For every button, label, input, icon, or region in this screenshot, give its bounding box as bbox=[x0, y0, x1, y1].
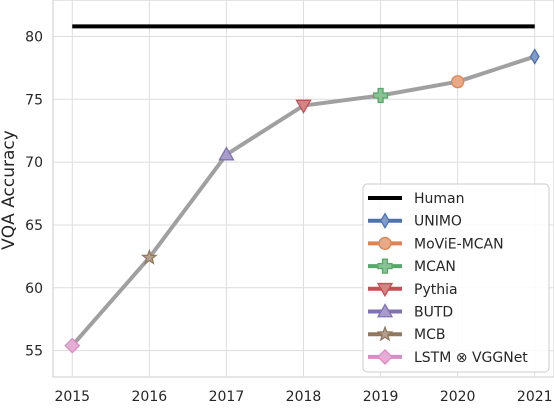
model-point-pythia bbox=[295, 99, 312, 114]
legend-swatch-marker bbox=[380, 212, 390, 229]
legend-swatch-marker bbox=[376, 282, 394, 298]
legend-swatch-marker bbox=[377, 348, 393, 365]
y-tick-label: 75 bbox=[25, 92, 43, 108]
x-tick-label: 2018 bbox=[286, 389, 322, 404]
legend-label: MCAN bbox=[414, 259, 456, 275]
legend-label: LSTM ⊗ VGGNet bbox=[414, 350, 528, 366]
y-axis-ticks: 55 60 65 70 75 80 bbox=[25, 29, 43, 359]
model-point-movie-mcan bbox=[451, 75, 465, 89]
legend: Human UNIMO MoViE-MCAN MCAN Pythia BUTD MCB LST… bbox=[362, 183, 550, 373]
model-point-butd bbox=[218, 146, 235, 161]
legend-label: UNIMO bbox=[414, 214, 462, 230]
legend-label: Pythia bbox=[414, 282, 458, 298]
model-point-mcb bbox=[140, 248, 158, 265]
legend-label: BUTD bbox=[414, 305, 453, 321]
x-tick-label: 2021 bbox=[517, 389, 553, 404]
model-markers bbox=[64, 48, 540, 354]
legend-label: MoViE-MCAN bbox=[414, 236, 504, 252]
y-tick-label: 65 bbox=[25, 218, 43, 234]
legend-box bbox=[362, 183, 550, 373]
legend-swatch-marker bbox=[376, 303, 394, 318]
y-tick-label: 80 bbox=[25, 29, 43, 45]
y-tick-label: 70 bbox=[25, 155, 43, 171]
legend-label: Human bbox=[414, 191, 465, 207]
y-tick-label: 60 bbox=[25, 281, 43, 297]
legend-swatch-marker bbox=[377, 258, 393, 274]
x-tick-label: 2017 bbox=[209, 389, 245, 404]
x-tick-label: 2016 bbox=[132, 389, 168, 404]
x-axis-ticks: 2015 2016 2017 2018 2019 2020 2021 bbox=[54, 389, 553, 405]
legend-swatch-marker bbox=[376, 325, 394, 342]
legend-label: MCB bbox=[414, 327, 445, 343]
y-tick-label: 55 bbox=[25, 344, 43, 360]
model-point-lstm-vggnet bbox=[64, 337, 81, 354]
y-axis-label: VQA Accuracy bbox=[0, 130, 19, 250]
model-point-unimo bbox=[529, 48, 540, 65]
x-tick-label: 2019 bbox=[363, 389, 399, 404]
model-point-mcan bbox=[372, 87, 389, 104]
x-tick-label: 2020 bbox=[440, 389, 476, 404]
legend-swatch-marker bbox=[378, 236, 392, 250]
x-tick-label: 2015 bbox=[54, 389, 90, 404]
